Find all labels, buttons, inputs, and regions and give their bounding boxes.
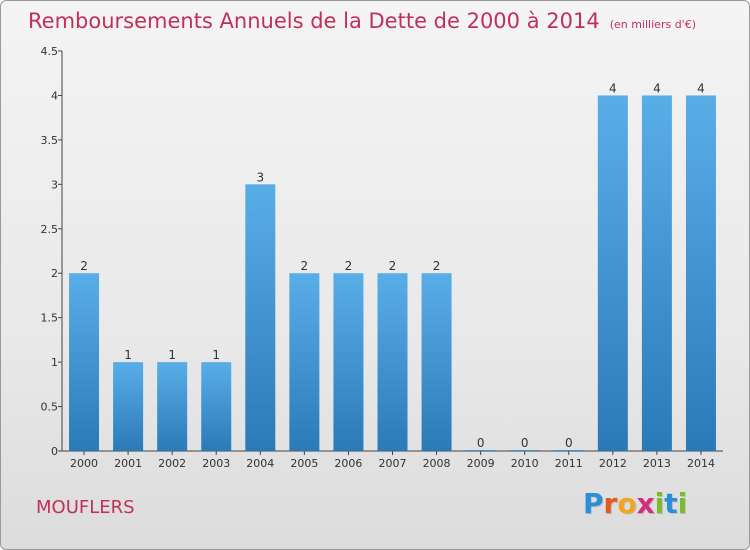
logo-letter: P bbox=[583, 487, 604, 520]
y-tick-label: 0.5 bbox=[41, 401, 59, 414]
logo-letter: x bbox=[636, 487, 655, 520]
bar-value-label: 1 bbox=[168, 348, 176, 362]
logo-letter: i bbox=[654, 487, 665, 520]
commune-name: MOUFLERS bbox=[36, 497, 135, 518]
y-tick-label: 1.5 bbox=[41, 312, 59, 325]
x-tick-label: 2010 bbox=[511, 457, 539, 470]
x-tick-label: 2013 bbox=[643, 457, 671, 470]
bar bbox=[509, 450, 540, 451]
bar bbox=[597, 95, 628, 451]
chart-title-text: Remboursements Annuels de la Dette de 20… bbox=[28, 9, 600, 33]
x-tick-label: 2012 bbox=[599, 457, 627, 470]
x-tick-label: 2014 bbox=[687, 457, 715, 470]
x-tick-label: 2000 bbox=[70, 457, 98, 470]
bar-value-label: 0 bbox=[521, 436, 529, 450]
bar bbox=[685, 95, 716, 451]
x-tick-label: 2006 bbox=[334, 457, 362, 470]
bar-value-label: 3 bbox=[256, 170, 264, 184]
bar-value-label: 1 bbox=[212, 348, 220, 362]
bar-value-label: 2 bbox=[301, 259, 309, 273]
y-tick-label: 0 bbox=[51, 445, 58, 458]
y-tick-label: 2 bbox=[51, 267, 58, 280]
bar bbox=[421, 273, 452, 451]
y-tick-label: 4 bbox=[51, 89, 58, 102]
bar-value-label: 2 bbox=[80, 259, 88, 273]
logo-letter: o bbox=[617, 487, 637, 520]
bar-value-label: 4 bbox=[697, 81, 705, 95]
x-tick-label: 2003 bbox=[202, 457, 230, 470]
y-tick-label: 3 bbox=[51, 178, 58, 191]
bar bbox=[333, 273, 364, 451]
logo-letter: i bbox=[677, 487, 688, 520]
x-tick-label: 2011 bbox=[555, 457, 583, 470]
bar bbox=[289, 273, 320, 451]
x-tick-label: 2005 bbox=[290, 457, 318, 470]
bar-value-label: 4 bbox=[653, 81, 661, 95]
logo-letter: t bbox=[664, 487, 678, 520]
y-tick-label: 3.5 bbox=[41, 134, 59, 147]
chart-title: Remboursements Annuels de la Dette de 20… bbox=[28, 9, 696, 33]
bar-value-label: 0 bbox=[565, 436, 573, 450]
bar-value-label: 1 bbox=[124, 348, 132, 362]
bar bbox=[69, 273, 100, 451]
bar bbox=[157, 362, 188, 451]
bar-value-label: 2 bbox=[433, 259, 441, 273]
bar bbox=[553, 450, 584, 451]
bar bbox=[377, 273, 408, 451]
bar-value-label: 0 bbox=[477, 436, 485, 450]
x-tick-label: 2008 bbox=[423, 457, 451, 470]
x-tick-label: 2004 bbox=[246, 457, 274, 470]
x-tick-label: 2007 bbox=[379, 457, 407, 470]
chart-title-unit: (en milliers d'€) bbox=[609, 18, 696, 31]
y-tick-label: 4.5 bbox=[41, 45, 59, 58]
bar bbox=[245, 184, 276, 452]
bar bbox=[465, 450, 496, 451]
proxiti-logo: Proxiti bbox=[583, 487, 687, 520]
x-tick-label: 2001 bbox=[114, 457, 142, 470]
x-tick-label: 2009 bbox=[467, 457, 495, 470]
chart-bars: 2 1 1 1 3 2 2 2 2 0 0 0 4 4 4 bbox=[69, 81, 716, 452]
bar-value-label: 2 bbox=[345, 259, 353, 273]
y-tick-label: 2.5 bbox=[41, 223, 59, 236]
bar-value-label: 4 bbox=[609, 81, 617, 95]
x-tick-label: 2002 bbox=[158, 457, 186, 470]
bar-value-label: 2 bbox=[389, 259, 397, 273]
logo-letter: r bbox=[603, 487, 618, 520]
y-tick-label: 1 bbox=[51, 356, 58, 369]
bar bbox=[201, 362, 232, 451]
bar bbox=[641, 95, 672, 451]
bar bbox=[113, 362, 144, 451]
